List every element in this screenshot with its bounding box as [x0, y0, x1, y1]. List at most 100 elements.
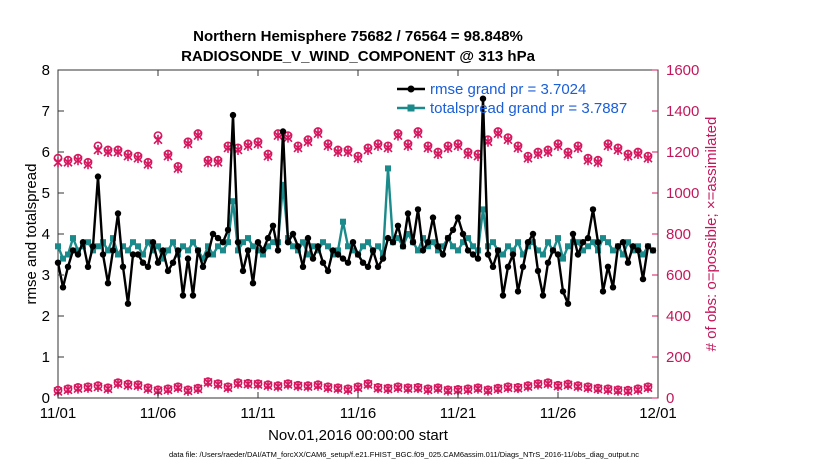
rmse-marker — [254, 239, 262, 246]
obs-assimilated-marker — [553, 381, 563, 392]
spread-marker — [345, 243, 351, 250]
y2-tick-label: 200 — [666, 349, 691, 366]
obs-assimilated-marker — [283, 379, 293, 390]
obs-assimilated-marker — [163, 384, 173, 395]
obs-assimilated-marker — [343, 147, 353, 157]
spread-marker — [265, 243, 271, 250]
obs-assimilated-marker — [473, 383, 483, 394]
y2-tick-label: 600 — [666, 267, 691, 284]
spread-marker — [620, 251, 626, 258]
spread-marker — [305, 251, 311, 258]
spread-marker — [115, 251, 121, 258]
spread-marker — [200, 255, 206, 262]
obs-assimilated-marker — [293, 142, 303, 153]
spread-marker — [260, 251, 266, 258]
obs-assimilated-marker — [243, 140, 253, 151]
obs-assimilated-marker — [193, 130, 203, 141]
spread-marker — [520, 251, 526, 258]
spread-marker — [120, 243, 126, 250]
plot-area — [57, 69, 659, 399]
spread-marker — [125, 247, 131, 254]
obs-assimilated-marker — [583, 382, 593, 393]
spread-marker — [240, 239, 246, 246]
obs-assimilated-marker — [203, 377, 213, 388]
y-axis-label: rmse and totalspread — [23, 164, 40, 305]
rmse-marker — [249, 280, 257, 287]
spread-marker — [375, 243, 381, 250]
obs-assimilated-marker — [203, 157, 213, 168]
rmse-marker — [114, 210, 122, 217]
rmse-marker — [174, 247, 182, 254]
spread-marker — [510, 247, 516, 254]
obs-assimilated-marker — [503, 134, 513, 145]
obs-assimilated-marker — [213, 379, 223, 390]
rmse-marker — [219, 239, 227, 246]
obs-assimilated-marker — [143, 159, 153, 170]
spread-marker — [155, 243, 161, 250]
rmse-marker — [419, 247, 427, 254]
spread-marker — [490, 239, 496, 246]
obs-assimilated-marker — [623, 386, 633, 397]
spread-marker — [420, 235, 426, 242]
obs-assimilated-marker — [313, 128, 323, 139]
x-tick-label: 11/16 — [340, 405, 376, 422]
obs-assimilated-marker — [53, 157, 63, 168]
y2-tick-label: 400 — [666, 308, 691, 325]
obs-assimilated-marker — [183, 385, 193, 396]
spread-marker — [180, 243, 186, 250]
spread-marker — [145, 239, 151, 246]
rmse-marker — [374, 263, 382, 270]
rmse-marker — [109, 247, 117, 254]
obs-assimilated-marker — [433, 149, 443, 160]
spread-marker — [365, 239, 371, 246]
spread-marker — [140, 251, 146, 258]
spread-marker — [75, 247, 81, 254]
obs-assimilated-marker — [63, 384, 73, 395]
rmse-marker — [184, 255, 192, 262]
rmse-marker — [579, 239, 587, 246]
rmse-marker — [589, 206, 597, 213]
obs-assimilated-marker — [403, 383, 413, 394]
rmse-marker — [379, 255, 387, 262]
y2-tick-label: 0 — [666, 390, 674, 407]
spread-marker — [505, 243, 511, 250]
rmse-marker — [54, 259, 62, 266]
rmse-marker — [494, 247, 502, 254]
rmse-marker — [519, 263, 527, 270]
x-tick-label: 11/11 — [240, 405, 275, 422]
rmse-marker — [504, 263, 512, 270]
rmse-marker — [69, 247, 77, 254]
x-axis-label: Nov.01,2016 00:00:00 start — [268, 427, 449, 444]
rmse-marker — [259, 247, 267, 254]
obs-assimilated-marker — [103, 147, 113, 157]
rmse-marker — [629, 243, 637, 250]
spread-marker — [385, 165, 391, 172]
rmse-marker — [414, 206, 422, 213]
rmse-marker — [369, 247, 377, 254]
obs-assimilated-marker — [103, 383, 113, 394]
rmse-marker — [474, 255, 482, 262]
spread-marker — [540, 251, 546, 258]
obs-assimilated-marker — [333, 383, 343, 394]
obs-assimilated-marker — [463, 384, 473, 395]
obs-assimilated-marker — [443, 385, 453, 396]
obs-assimilated-marker — [173, 163, 183, 174]
rmse-marker — [384, 234, 392, 242]
spread-marker — [625, 239, 631, 246]
rmse-marker — [59, 284, 67, 291]
rmse-marker — [449, 226, 457, 234]
obs-assimilated-marker — [343, 384, 353, 395]
spread-marker — [585, 243, 591, 250]
chart-title: Northern Hemisphere 75682 / 76564 = 98.8… — [193, 28, 523, 45]
rmse-marker — [319, 259, 327, 266]
spread-marker — [320, 239, 326, 246]
rmse-marker — [104, 280, 112, 287]
spread-marker — [580, 247, 586, 254]
rmse-marker — [84, 263, 92, 270]
rmse-marker — [324, 267, 332, 275]
spread-marker — [300, 239, 306, 246]
obs-assimilated-marker — [513, 383, 523, 394]
obs-assimilated-marker — [533, 149, 543, 160]
legend: rmse grand pr = 3.7024 totalspread grand… — [397, 81, 627, 117]
series-layer — [54, 95, 657, 307]
